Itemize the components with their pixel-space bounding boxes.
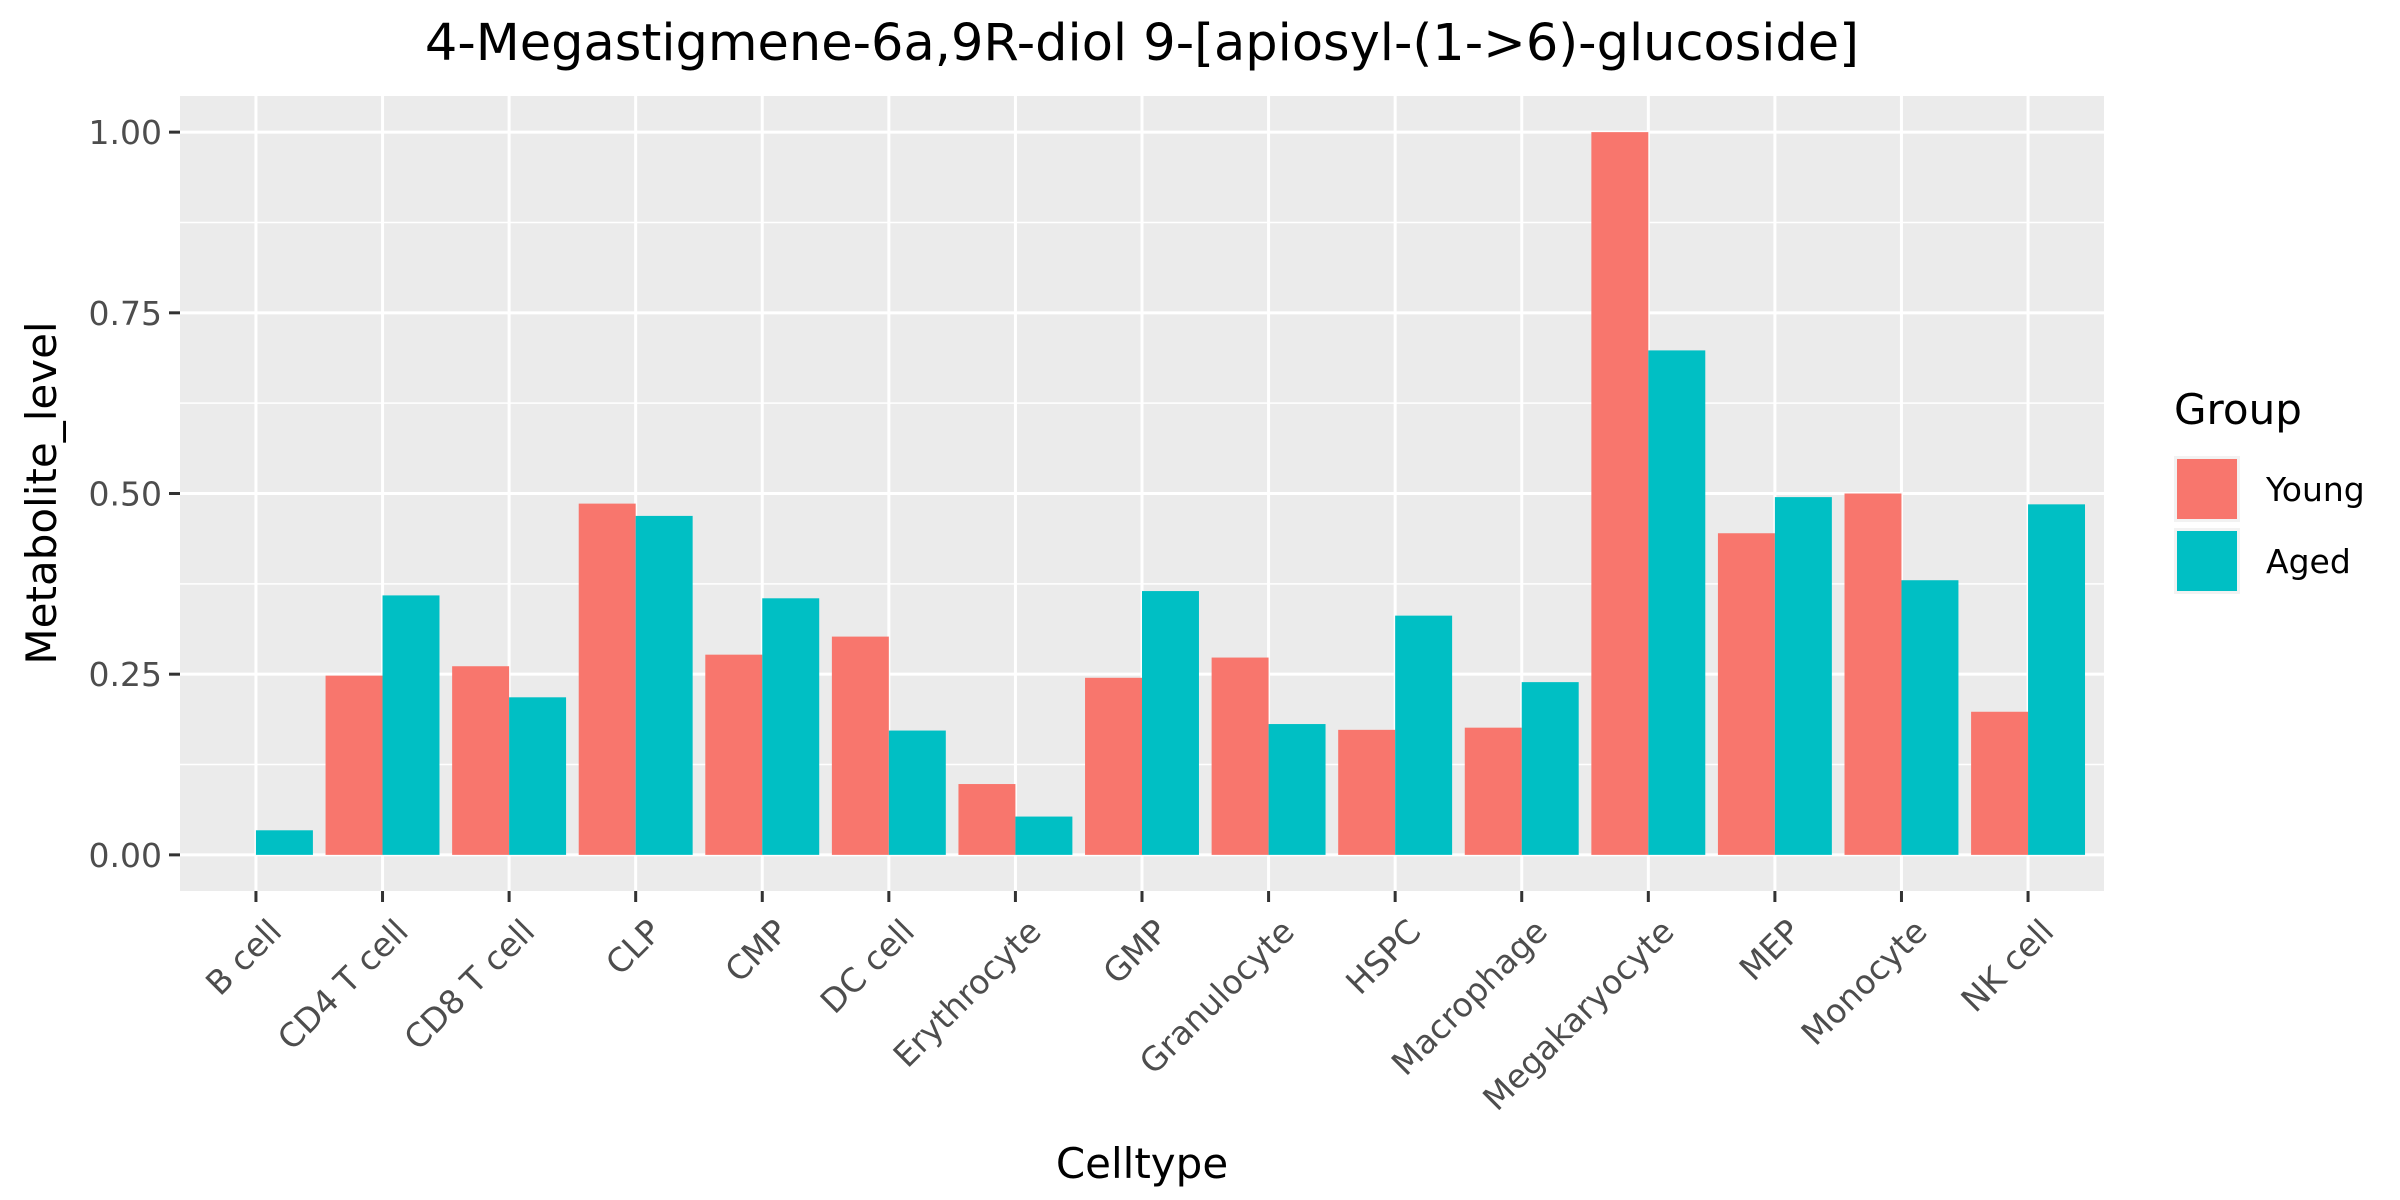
bar-young bbox=[1971, 711, 2029, 855]
y-tick-label: 1.00 bbox=[89, 113, 162, 152]
x-tick-label: NK cell bbox=[1953, 912, 2061, 1020]
x-tick-label: CD4 T cell bbox=[270, 912, 416, 1058]
bar-young bbox=[831, 636, 889, 855]
legend: Group Young Aged bbox=[2174, 385, 2365, 594]
bar-aged bbox=[1648, 350, 1706, 855]
bar-aged bbox=[382, 595, 440, 855]
bar-young bbox=[1591, 132, 1649, 855]
bar-young bbox=[705, 654, 763, 855]
bar-young bbox=[1717, 533, 1775, 855]
bar-young bbox=[958, 784, 1016, 855]
legend-label: Young bbox=[2265, 470, 2365, 509]
bar-aged bbox=[635, 515, 693, 855]
y-tick-label: 0.00 bbox=[89, 836, 162, 875]
x-axis-title: Celltype bbox=[1056, 1139, 1228, 1188]
bar-aged bbox=[255, 830, 313, 855]
x-tick-label: DC cell bbox=[813, 912, 922, 1021]
x-tick-label: CMP bbox=[717, 912, 795, 990]
y-tick-label: 0.75 bbox=[89, 294, 162, 333]
x-tick-label: CD8 T cell bbox=[396, 912, 542, 1058]
x-tick-label: MEP bbox=[1732, 912, 1809, 989]
bar-young bbox=[1085, 677, 1142, 855]
bar-young bbox=[578, 503, 636, 855]
bar-aged bbox=[888, 730, 946, 855]
bar-aged bbox=[1901, 580, 1959, 855]
y-tick-label: 0.25 bbox=[89, 655, 162, 694]
x-tick-label: B cell bbox=[198, 912, 289, 1003]
y-axis: 0.00 0.25 0.50 0.75 1.00 bbox=[89, 113, 180, 875]
bar-young bbox=[1338, 729, 1396, 855]
y-axis-title: Metabolite_level bbox=[17, 321, 66, 664]
bar-young bbox=[1211, 657, 1269, 855]
bar-aged bbox=[1395, 615, 1453, 855]
bar-young bbox=[452, 666, 510, 855]
bar-aged bbox=[1774, 497, 1832, 855]
bar-young bbox=[325, 675, 383, 855]
legend-key-young bbox=[2177, 459, 2237, 519]
bar-aged bbox=[1268, 724, 1326, 855]
y-tick-label: 0.50 bbox=[89, 475, 162, 514]
bar-aged bbox=[1521, 682, 1579, 855]
bar-aged bbox=[762, 598, 820, 855]
bar-young bbox=[1844, 493, 1902, 855]
legend-title: Group bbox=[2174, 385, 2302, 434]
x-tick-label: GMP bbox=[1095, 912, 1175, 992]
bars bbox=[255, 132, 2086, 855]
bar-aged bbox=[1015, 816, 1073, 855]
bar-aged bbox=[2028, 504, 2086, 855]
x-tick-label: Monocyte bbox=[1793, 912, 1934, 1053]
x-tick-label: HSPC bbox=[1338, 912, 1428, 1002]
chart-title: 4-Megastigmene-6a,9R-diol 9-[apiosyl-(1-… bbox=[425, 14, 1859, 73]
legend-key-aged bbox=[2177, 531, 2237, 591]
x-tick-label: CLP bbox=[598, 912, 669, 983]
bar-aged bbox=[509, 697, 567, 855]
bar-young bbox=[1464, 727, 1522, 855]
bar-aged bbox=[1142, 591, 1199, 855]
legend-label: Aged bbox=[2266, 542, 2351, 581]
